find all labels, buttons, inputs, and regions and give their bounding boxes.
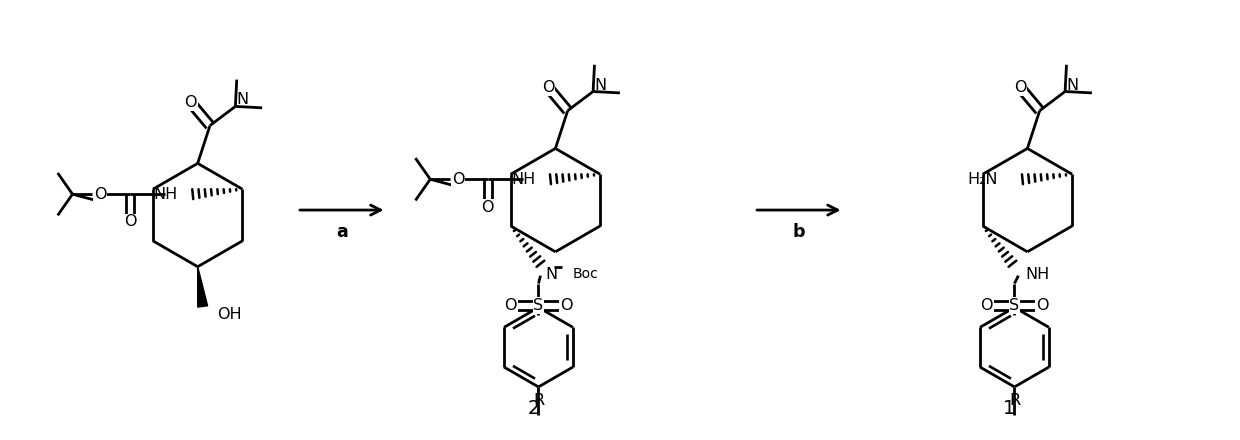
Text: N: N [1066, 77, 1079, 92]
Text: N: N [237, 92, 248, 107]
Text: 2: 2 [527, 400, 539, 418]
Text: H₂N: H₂N [967, 172, 998, 187]
Polygon shape [197, 267, 207, 307]
Text: O: O [185, 95, 197, 110]
Text: OH: OH [217, 307, 242, 322]
Text: N: N [546, 267, 558, 282]
Text: N: N [594, 77, 606, 92]
Text: 1: 1 [1003, 400, 1016, 418]
Text: O: O [1037, 298, 1049, 313]
Text: R: R [533, 393, 544, 408]
Text: O: O [505, 298, 517, 313]
Text: a: a [336, 223, 347, 241]
Text: NH: NH [1025, 267, 1049, 282]
Text: O: O [451, 172, 464, 187]
Text: O: O [560, 298, 573, 313]
Text: Boc: Boc [573, 267, 598, 281]
Text: S: S [1009, 298, 1019, 313]
Text: R: R [1009, 393, 1021, 408]
Text: O: O [981, 298, 993, 313]
Text: NH: NH [511, 172, 536, 187]
Text: O: O [94, 187, 107, 202]
Text: O: O [124, 214, 136, 230]
Text: b: b [792, 223, 805, 241]
Text: O: O [542, 81, 554, 95]
Text: O: O [1014, 81, 1027, 95]
Text: O: O [481, 200, 494, 215]
Text: S: S [533, 298, 543, 313]
Text: NH: NH [154, 187, 177, 202]
